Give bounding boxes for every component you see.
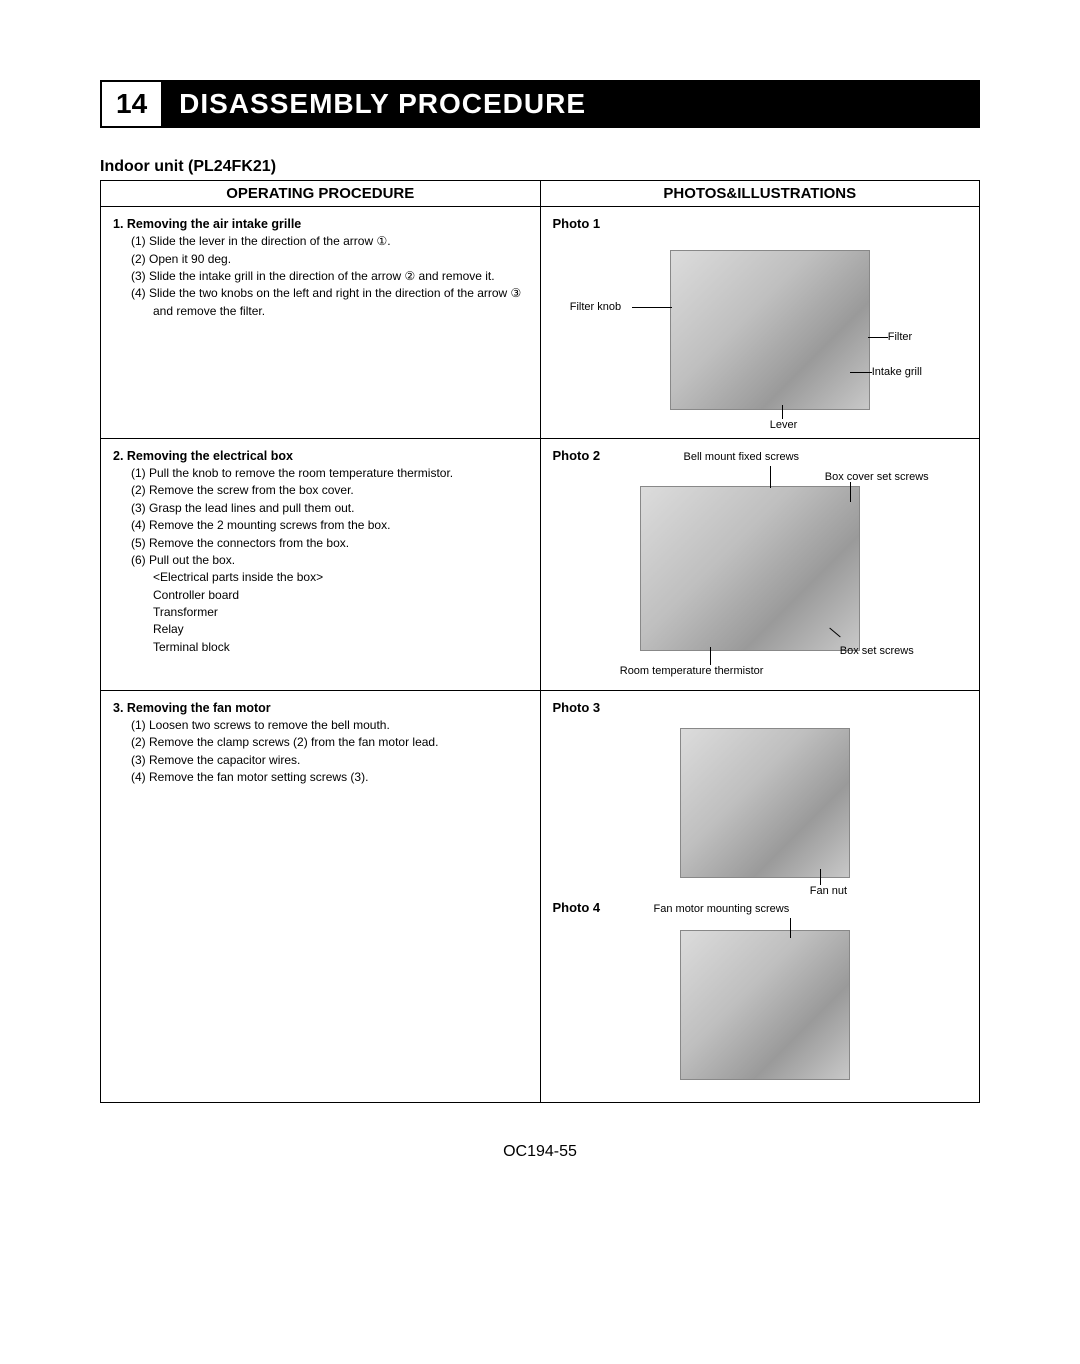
step-body: (1) Slide the lever in the direction of … [113, 233, 528, 320]
step-line: (3) Grasp the lead lines and pull them o… [131, 500, 528, 517]
step-title: 1. Removing the air intake grille [113, 215, 528, 233]
unit-subhead: Indoor unit (PL24FK21) [100, 158, 980, 176]
leader-line [710, 647, 711, 665]
part-item: Terminal block [153, 639, 528, 656]
annot-intake-grill: Intake grill [872, 365, 922, 381]
subhead-model: PL24FK21 [193, 158, 270, 175]
section-number: 14 [100, 80, 163, 128]
photo-1-figure: Filter knob Filter Intake grill Lever [610, 240, 910, 430]
step-line: (4) Remove the fan motor setting screws … [131, 769, 528, 786]
photo-3-figure: Fan nut [610, 724, 910, 899]
op-cell: 2. Removing the electrical box (1) Pull … [101, 438, 541, 690]
step-line: (2) Open it 90 deg. [131, 251, 528, 268]
photo-cell: Photo 1 Filter knob Filter Intake grill … [540, 207, 980, 439]
step-line: (2) Remove the clamp screws (2) from the… [131, 734, 528, 751]
annot-bell-mount: Bell mount fixed screws [684, 451, 800, 463]
annot-fan-nut: Fan nut [810, 884, 847, 900]
step-line: (1) Slide the lever in the direction of … [131, 233, 528, 250]
part-item: Transformer [153, 604, 528, 621]
parts-list: Controller board Transformer Relay Termi… [131, 587, 528, 657]
leader-line [850, 372, 872, 373]
photo-placeholder [680, 930, 850, 1080]
leader-line [850, 482, 851, 502]
leader-line [868, 337, 888, 338]
step-line: (4) Slide the two knobs on the left and … [131, 285, 528, 320]
step-line: (6) Pull out the box. [131, 552, 528, 569]
annot-lever: Lever [770, 418, 798, 434]
step-line: (3) Remove the capacitor wires. [131, 752, 528, 769]
annot-box-cover: Box cover set screws [825, 470, 929, 486]
step-line: (3) Slide the intake grill in the direct… [131, 268, 528, 285]
table-row: 3. Removing the fan motor (1) Loosen two… [101, 690, 980, 1102]
step-line: (1) Loosen two screws to remove the bell… [131, 717, 528, 734]
section-header: 14 DISASSEMBLY PROCEDURE [100, 80, 980, 128]
step-title: 2. Removing the electrical box [113, 447, 528, 465]
step-line: (4) Remove the 2 mounting screws from th… [131, 517, 528, 534]
photo-placeholder [680, 728, 850, 878]
annot-mounting: Fan motor mounting screws [654, 903, 790, 915]
subhead-suffix: ) [271, 158, 276, 175]
photo-label: Photo 1 [553, 215, 968, 234]
op-cell: 1. Removing the air intake grille (1) Sl… [101, 207, 541, 439]
step-body: (1) Loosen two screws to remove the bell… [113, 717, 528, 787]
col-header-photo: PHOTOS&ILLUSTRATIONS [540, 181, 980, 207]
photo-cell: Photo 2 Bell mount fixed screws Box cove… [540, 438, 980, 690]
step-line: (2) Remove the screw from the box cover. [131, 482, 528, 499]
photo-2-figure: Box cover set screws Box set screws Room… [610, 472, 910, 682]
leader-line [632, 307, 672, 308]
section-title: DISASSEMBLY PROCEDURE [163, 80, 980, 128]
step-title: 3. Removing the fan motor [113, 699, 528, 717]
table-row: 2. Removing the electrical box (1) Pull … [101, 438, 980, 690]
photo-4-figure [610, 924, 910, 1094]
procedure-table: OPERATING PROCEDURE PHOTOS&ILLUSTRATIONS… [100, 180, 980, 1103]
page-footer: OC194-55 [100, 1143, 980, 1161]
leader-line [782, 405, 783, 419]
photo-cell: Photo 3 Fan nut Photo 4 Fan motor mounti… [540, 690, 980, 1102]
annot-thermistor: Room temperature thermistor [620, 664, 764, 680]
leader-line [770, 466, 771, 488]
photo-placeholder [670, 250, 870, 410]
op-cell: 3. Removing the fan motor (1) Loosen two… [101, 690, 541, 1102]
part-item: Relay [153, 621, 528, 638]
photo-placeholder [640, 486, 860, 651]
photo-label: Photo 4 [553, 899, 601, 918]
leader-line [820, 869, 821, 885]
col-header-op: OPERATING PROCEDURE [101, 181, 541, 207]
annot-filter: Filter [888, 330, 912, 346]
step-line: (5) Remove the connectors from the box. [131, 535, 528, 552]
table-row: 1. Removing the air intake grille (1) Sl… [101, 207, 980, 439]
parts-head: <Electrical parts inside the box> [131, 569, 528, 586]
leader-line [790, 918, 791, 938]
annot-box-set: Box set screws [840, 644, 914, 660]
step-body: (1) Pull the knob to remove the room tem… [113, 465, 528, 656]
step-line: (1) Pull the knob to remove the room tem… [131, 465, 528, 482]
photo-label: Photo 2 [553, 447, 601, 466]
annot-filter-knob: Filter knob [570, 300, 621, 316]
photo-label: Photo 3 [553, 699, 968, 718]
part-item: Controller board [153, 587, 528, 604]
subhead-prefix: Indoor unit ( [100, 158, 193, 175]
